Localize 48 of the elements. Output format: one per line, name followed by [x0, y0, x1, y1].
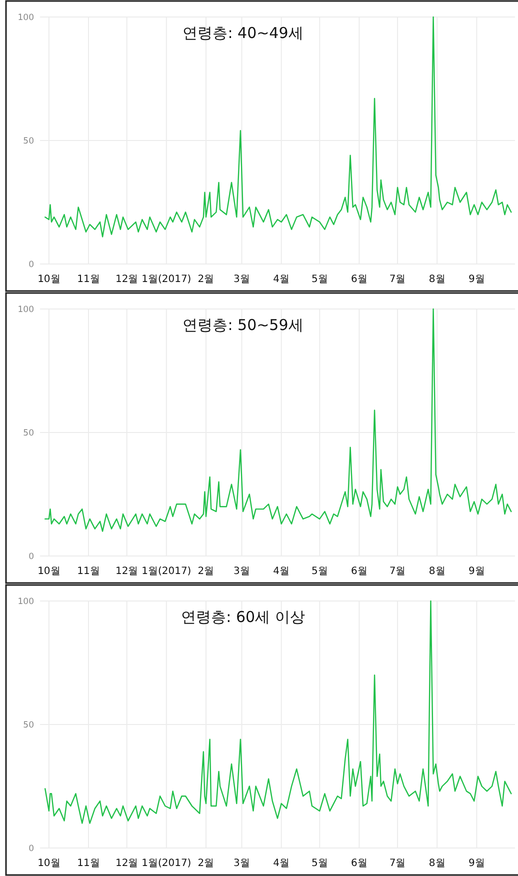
y-tick-label: 50: [23, 720, 34, 730]
x-tick-label: 11월: [77, 566, 100, 577]
x-tick-label: 10월: [38, 274, 60, 285]
x-tick-label: 12월: [115, 858, 138, 869]
text: 연령층: 50~59세: [182, 316, 304, 334]
x-tick-label: 11월: [77, 274, 100, 285]
y-tick-label: 50: [23, 136, 34, 146]
x-tick-label: 7월: [389, 274, 406, 285]
x-tick-label: 3월: [234, 274, 250, 285]
x-tick-label: 4월: [273, 858, 290, 869]
x-tick-label: 2월: [198, 566, 214, 577]
y-tick-label: 50: [23, 428, 34, 438]
y-tick-label: 0: [28, 844, 34, 854]
x-tick-label: 12월: [115, 274, 138, 285]
x-tick-label: 8월: [428, 858, 446, 869]
x-tick-label: 3월: [234, 858, 250, 869]
x-tick-label: 7월: [389, 858, 406, 869]
x-tick-label: 1월(2017): [142, 858, 192, 869]
x-tick-label: 11월: [77, 858, 100, 869]
x-tick-label: 7월: [389, 566, 406, 577]
x-tick-label: 2월: [198, 858, 214, 869]
x-tick-label: 6월: [351, 566, 368, 577]
x-tick-label: 9월: [468, 858, 485, 869]
x-tick-label: 4월: [273, 566, 290, 577]
y-tick-label: 100: [18, 305, 34, 315]
x-tick-label: 9월: [468, 274, 485, 285]
x-tick-label: 6월: [351, 274, 368, 285]
y-tick-label: 0: [28, 260, 34, 270]
text: 연령층: 40~49세: [182, 24, 304, 42]
y-tick-label: 0: [28, 552, 34, 562]
x-tick-label: 1월(2017): [142, 274, 192, 285]
x-tick-label: 10월: [38, 566, 60, 577]
x-tick-label: 5월: [311, 858, 328, 869]
y-tick-label: 100: [18, 597, 34, 607]
x-tick-label: 8월: [428, 274, 446, 285]
x-tick-label: 3월: [234, 566, 250, 577]
x-tick-label: 9월: [468, 566, 485, 577]
x-tick-label: 1월(2017): [142, 566, 192, 577]
x-tick-label: 6월: [351, 858, 368, 869]
y-tick-label: 100: [18, 13, 34, 23]
x-tick-label: 4월: [273, 274, 290, 285]
x-tick-label: 8월: [428, 566, 446, 577]
x-tick-label: 2월: [198, 274, 214, 285]
text: 연령층: 60세 이상: [181, 608, 305, 626]
x-tick-label: 5월: [311, 274, 328, 285]
x-tick-label: 12월: [115, 566, 138, 577]
x-tick-label: 5월: [311, 566, 328, 577]
x-tick-label: 10월: [38, 858, 60, 869]
